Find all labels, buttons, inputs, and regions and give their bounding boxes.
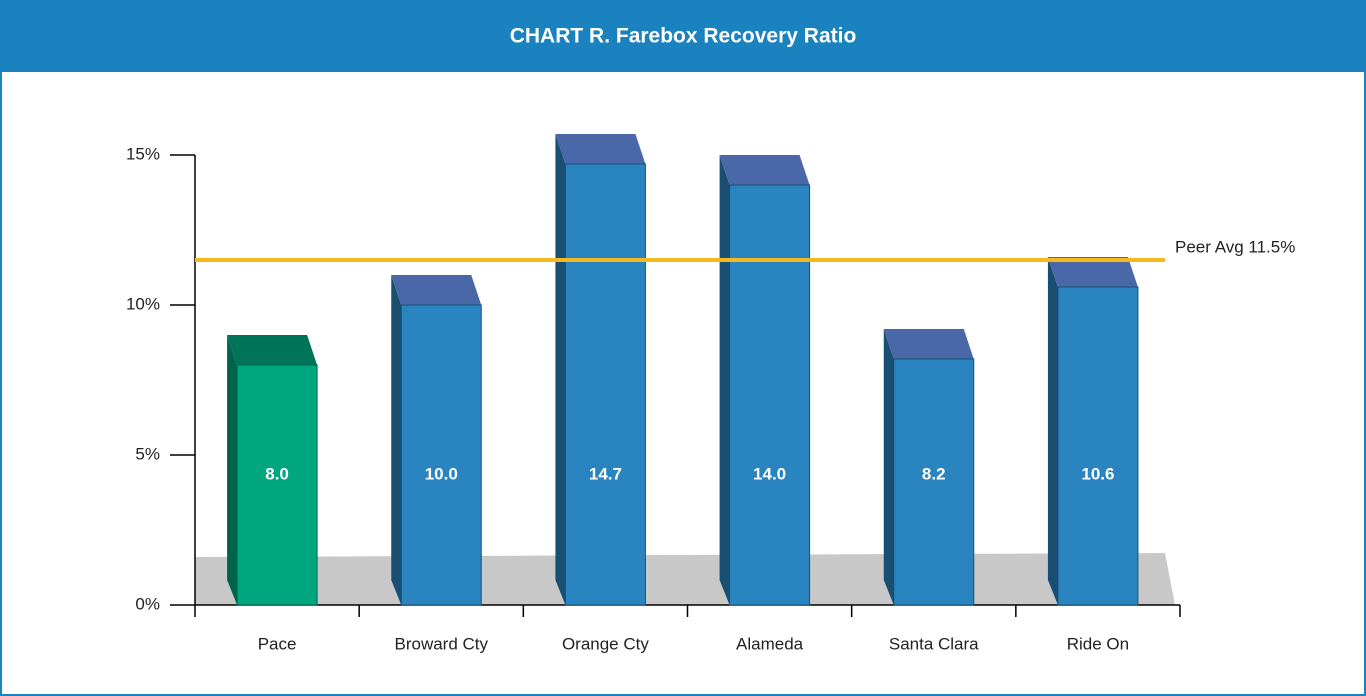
bar-side: [391, 275, 402, 605]
bar: [564, 163, 646, 606]
bar-side: [555, 134, 566, 605]
chart-title: CHART R. Farebox Recovery Ratio: [510, 25, 857, 48]
value-label: 10.6: [1081, 464, 1114, 483]
bar: [236, 364, 318, 606]
bar: [729, 184, 811, 606]
bar-top: [227, 335, 318, 365]
value-label: 8.0: [265, 464, 289, 483]
bar-top: [555, 134, 646, 164]
bar-top: [719, 155, 810, 185]
reference-label: Peer Avg 11.5%: [1175, 237, 1295, 256]
x-tick-label: Santa Clara: [889, 634, 979, 653]
value-label: 10.0: [425, 464, 458, 483]
y-tick-label: 5%: [135, 444, 160, 463]
floor: [195, 553, 1175, 605]
value-label: 14.7: [589, 464, 622, 483]
x-tick-label: Alameda: [736, 634, 804, 653]
bar-side: [227, 335, 238, 605]
x-tick-label: Pace: [258, 634, 297, 653]
x-tick-label: Ride On: [1067, 634, 1129, 653]
bar-top: [391, 275, 482, 305]
bar: [893, 358, 975, 606]
header: [0, 0, 1366, 72]
y-tick-label: 10%: [126, 294, 160, 313]
bar-top: [1047, 257, 1138, 287]
value-label: 14.0: [753, 464, 786, 483]
bar: [400, 304, 482, 606]
bar-side: [719, 155, 730, 605]
x-tick-label: Broward Cty: [394, 634, 488, 653]
y-tick-label: 0%: [135, 594, 160, 613]
bar: [1057, 286, 1139, 606]
y-tick-label: 15%: [126, 144, 160, 163]
bar-side: [883, 329, 894, 605]
bar-top: [883, 329, 974, 359]
bar-side: [1047, 257, 1058, 605]
x-tick-label: Orange Cty: [562, 634, 649, 653]
value-label: 8.2: [922, 464, 946, 483]
